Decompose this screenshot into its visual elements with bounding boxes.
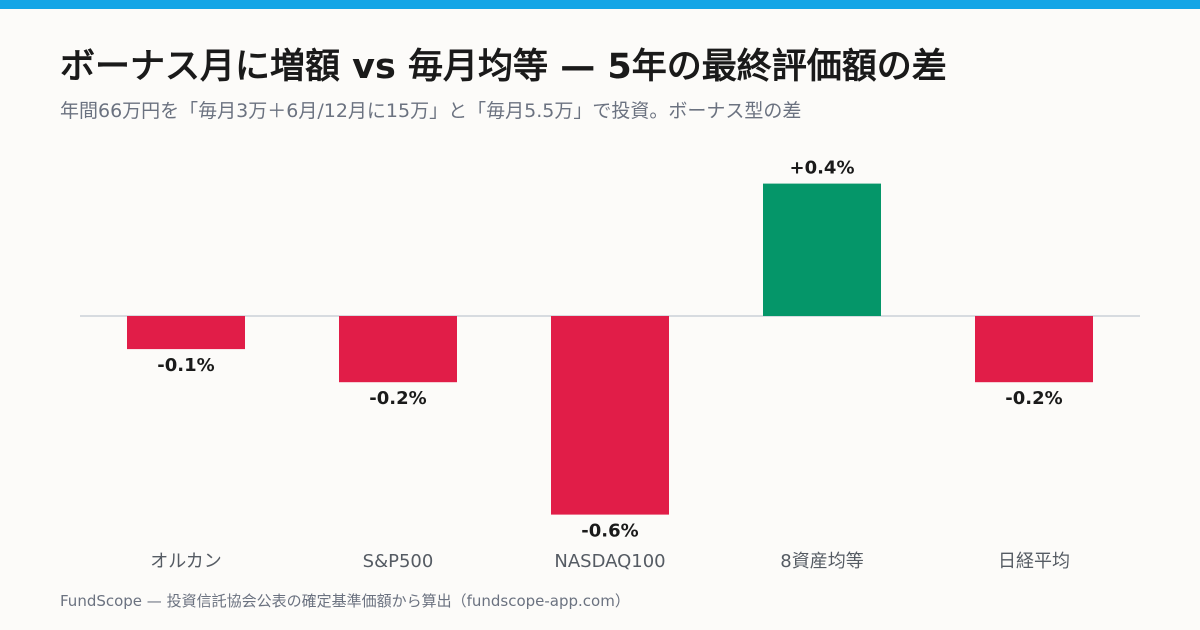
bar-3 bbox=[763, 183, 881, 316]
page-subtitle: 年間66万円を「毎月3万＋6月/12月に15万」と「毎月5.5万」で投資。ボーナ… bbox=[60, 100, 802, 122]
bar-4 bbox=[975, 316, 1093, 383]
data-label-2: -0.6% bbox=[581, 521, 638, 542]
page-title: ボーナス月に増額 vs 毎月均等 — 5年の最終評価額の差 bbox=[60, 47, 947, 87]
category-label-0: オルカン bbox=[150, 551, 221, 572]
category-label-2: NASDAQ100 bbox=[554, 551, 665, 572]
data-label-0: -0.1% bbox=[157, 355, 214, 376]
bar-0 bbox=[127, 316, 245, 350]
source-footer: FundScope — 投資信託協会公表の確定基準価額から算出（fundscop… bbox=[60, 592, 630, 610]
data-label-1: -0.2% bbox=[369, 388, 426, 409]
category-label-1: S&P500 bbox=[363, 551, 434, 572]
bar-1 bbox=[339, 316, 457, 383]
data-label-3: +0.4% bbox=[789, 158, 854, 179]
category-label-3: 8資産均等 bbox=[780, 551, 863, 572]
data-label-4: -0.2% bbox=[1005, 388, 1062, 409]
top-accent-bar bbox=[0, 0, 1200, 9]
bar-2 bbox=[551, 316, 669, 515]
category-label-4: 日経平均 bbox=[998, 551, 1070, 572]
